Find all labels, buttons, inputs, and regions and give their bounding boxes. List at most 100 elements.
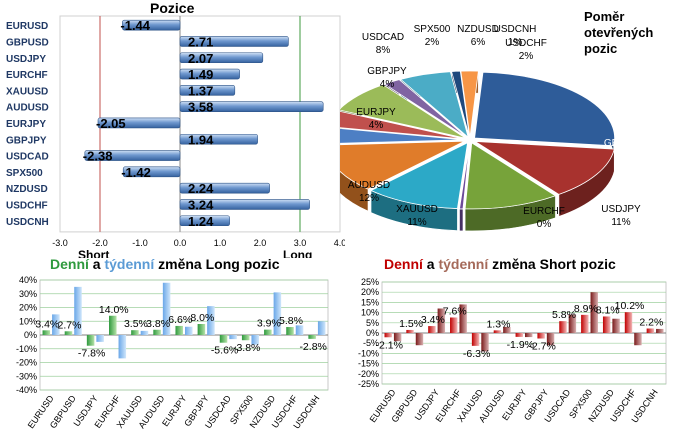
data-label: 2.71 — [188, 34, 213, 49]
data-label: 7.6% — [443, 305, 467, 317]
daily-bar — [602, 316, 611, 333]
long-label: Long — [283, 248, 312, 258]
position-bar — [122, 166, 181, 178]
data-label: 2.7% — [57, 319, 81, 331]
category-label: EURJPY — [6, 119, 46, 130]
weekly-bar — [140, 330, 149, 335]
x-tick-label: -1.0 — [132, 238, 148, 248]
pie-slice — [459, 142, 471, 210]
daily-bar — [64, 331, 73, 335]
position-bar — [179, 182, 270, 194]
category-label: USDCNH — [6, 217, 49, 228]
y-tick-label: 30% — [19, 289, 37, 299]
position-bar — [179, 68, 240, 80]
data-label: 2.24 — [188, 181, 214, 196]
y-tick-label: 0% — [366, 328, 379, 338]
pie-slice — [383, 79, 468, 138]
short-change-title: Denní a týdenní změna Short pozic — [384, 256, 616, 272]
data-label: 8.9% — [574, 303, 598, 315]
pie-slice — [340, 128, 465, 144]
y-tick-label: -10% — [16, 344, 37, 354]
weekly-bar — [162, 282, 171, 335]
title-and-word: a — [422, 256, 439, 272]
category-label: GBPUSD — [6, 37, 49, 48]
data-label: 3.5% — [124, 318, 148, 330]
title-daily-word: Denní — [50, 256, 89, 272]
pie-label-value: 2% — [425, 37, 440, 48]
daily-bar — [581, 314, 589, 333]
data-label: 2.07 — [188, 51, 213, 66]
weekly-bar — [185, 326, 193, 335]
weekly-bar — [74, 286, 82, 335]
x-tick-label: 3.0 — [294, 238, 307, 248]
weekly-bar — [295, 325, 304, 335]
pie-label-value: 1% — [508, 37, 523, 48]
pie-label-name: EURCHF — [523, 206, 565, 217]
title-weekly-word: týdenní — [438, 256, 489, 272]
pie-label-value: 11% — [407, 217, 426, 228]
pie-slice — [370, 142, 469, 209]
data-label: 1.37 — [188, 83, 213, 98]
pie-label-name: USDCHF — [505, 38, 547, 49]
position-bar — [179, 101, 324, 112]
weekly-bar — [415, 333, 424, 346]
weekly-bar — [656, 328, 664, 333]
y-tick-label: 20% — [19, 303, 37, 313]
pie-slice — [473, 141, 615, 195]
weekly-bar — [207, 306, 215, 335]
title-weekly-word: týdenní — [104, 256, 155, 272]
data-label: 3.9% — [257, 318, 281, 330]
title-daily-word: Denní — [384, 256, 423, 272]
daily-bar — [384, 333, 392, 338]
x-tick-label: 1.0 — [214, 238, 227, 248]
y-tick-label: 5% — [366, 318, 379, 328]
weekly-bar — [546, 333, 555, 346]
daily-bar — [241, 335, 250, 341]
title-and-word: a — [88, 256, 105, 272]
daily-bar — [264, 329, 272, 335]
weekly-bar — [229, 335, 237, 340]
position-bar — [179, 133, 258, 145]
pie-label-name: GBPUSD — [604, 138, 646, 149]
y-tick-label: -20% — [16, 358, 37, 368]
data-label: 6.6% — [168, 314, 192, 326]
y-tick-label: -20% — [358, 369, 379, 379]
y-tick-label: 25% — [361, 277, 379, 287]
daily-bar — [197, 324, 206, 335]
data-label: -7.8% — [78, 348, 105, 360]
category-label: EURCHF — [6, 70, 48, 81]
y-tick-label: -10% — [358, 348, 379, 358]
weekly-bar — [481, 333, 489, 352]
x-tick-label: 4.0 — [334, 238, 345, 248]
data-label: -1.42 — [121, 165, 151, 180]
y-tick-label: -30% — [16, 371, 37, 381]
daily-bar — [131, 330, 139, 335]
pie-label-name: USDJPY — [601, 204, 641, 215]
pie-title-line: Poměr — [584, 9, 624, 24]
data-label: -1.9% — [507, 339, 534, 351]
data-label: -2.1% — [375, 339, 402, 351]
pie-label-value: 11% — [611, 217, 630, 228]
y-tick-label: -40% — [16, 385, 37, 395]
pie-chart: EURUSD 26% GBPUSD 13% USDJPY 11% EURCHF 0% XAUUS… — [340, 9, 653, 232]
pie-slice — [451, 70, 470, 138]
data-label: -1.44 — [120, 18, 150, 33]
position-bar — [179, 215, 230, 227]
data-label: 14.0% — [99, 304, 129, 316]
daily-bar — [406, 329, 414, 333]
pie-slice — [464, 142, 557, 210]
pie-title-line: pozic — [584, 41, 617, 56]
pie-label-name: EURUSD — [574, 76, 616, 87]
pie-label-value: 4% — [380, 79, 395, 90]
pie-slice — [340, 140, 465, 190]
y-tick-label: -25% — [358, 379, 379, 389]
y-tick-label: 0% — [24, 330, 37, 340]
pie-label-value: 26% — [585, 89, 605, 100]
pozice-chart: EURUSD -1.44 GBPUSD 2.71 USDJPY 2.07 EURCHF 1.4… — [6, 15, 345, 258]
category-label: SPX500 — [6, 168, 43, 179]
pie-slice — [399, 71, 469, 139]
pie-slice-side — [459, 208, 464, 232]
pie-label-value: 8% — [376, 45, 391, 56]
position-bar — [97, 117, 181, 129]
data-label: -6.3% — [463, 348, 490, 360]
